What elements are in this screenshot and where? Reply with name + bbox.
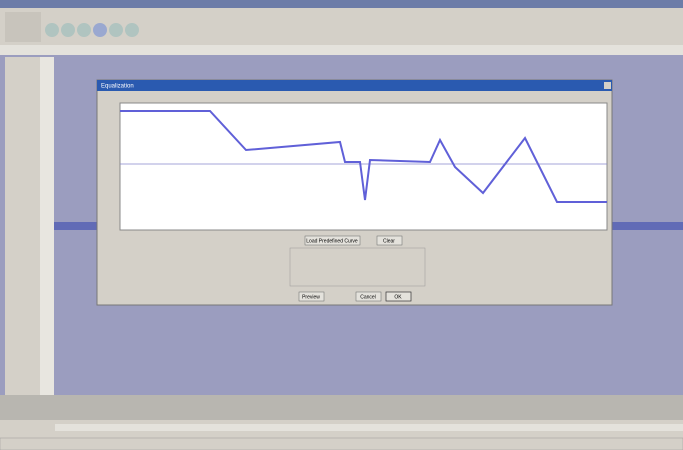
- clear-button[interactable]: [376, 235, 403, 246]
- preview-label: Preview: [302, 294, 320, 300]
- h-scrollbar[interactable]: [55, 424, 683, 431]
- empty-track: [0, 395, 683, 420]
- close-button[interactable]: [604, 82, 611, 89]
- load-label: Load Predefined Curve: [306, 238, 358, 244]
- timeline-ruler: [0, 45, 683, 55]
- ok-label: OK: [394, 294, 402, 300]
- cancel-button[interactable]: [355, 291, 382, 302]
- vertical-ruler: [40, 57, 54, 395]
- load-button[interactable]: [304, 235, 361, 246]
- dialog: Equalization Load Predefined Curve Clear…: [96, 79, 613, 306]
- clear-label: Clear: [383, 238, 395, 244]
- eq-curve[interactable]: [120, 110, 607, 203]
- track-panel: [5, 57, 40, 395]
- options-group: [289, 247, 426, 287]
- dialog-title-bar: [97, 80, 612, 91]
- ok-button[interactable]: [385, 291, 412, 302]
- preview-button[interactable]: [298, 291, 325, 302]
- dialog-title: Equalization: [101, 84, 134, 90]
- title-bar: [0, 0, 683, 8]
- transport: [45, 23, 139, 37]
- plot-area: [119, 102, 608, 231]
- cancel-label: Cancel: [360, 294, 376, 300]
- tools: [5, 12, 41, 42]
- status-bar: [0, 437, 683, 450]
